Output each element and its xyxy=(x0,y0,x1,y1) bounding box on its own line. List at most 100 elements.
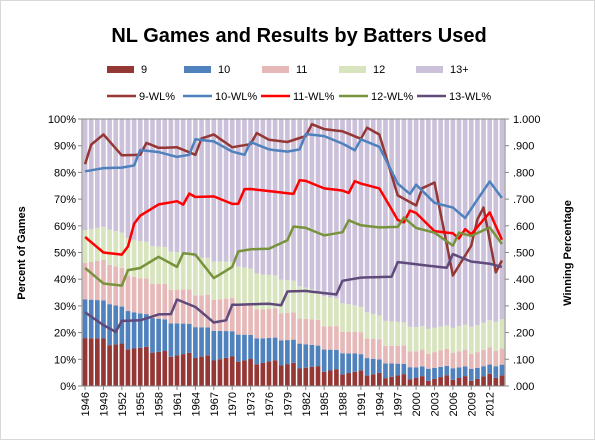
bar-segment-9-1987 xyxy=(334,369,339,386)
x-tick-label: 1961 xyxy=(172,392,184,416)
right-tick-label: .000 xyxy=(513,381,534,393)
right-axis-ticks: .000 .100 .200 .300 .400 .500 .600 .700 .800 .900… xyxy=(505,114,541,393)
bar-segment-13+-2013 xyxy=(493,119,499,322)
bar-segment-9-1956 xyxy=(144,346,149,386)
bar-segment-12-1984 xyxy=(315,290,321,320)
bar-segment-9-1966 xyxy=(205,355,210,386)
x-tick-label: 2012 xyxy=(485,392,497,416)
bar-segment-12-1971 xyxy=(236,266,241,304)
bar-segment-10-1973 xyxy=(248,334,253,360)
bar-segment-10-1976 xyxy=(266,338,272,362)
bar-segment-11-1967 xyxy=(211,299,217,331)
bar-segment-11-1946 xyxy=(82,263,88,300)
legend-label-9: 9 xyxy=(141,64,147,76)
bar-segment-11-1989 xyxy=(346,331,351,354)
bar-segment-12-1998 xyxy=(401,322,407,346)
bar-segment-10-1950 xyxy=(107,304,112,346)
bar-segment-12-2007 xyxy=(456,326,462,352)
right-tick-label: .200 xyxy=(513,328,534,340)
x-tick-label: 1982 xyxy=(301,392,313,416)
bar-segment-12-2001 xyxy=(419,326,425,350)
legend-label-12-WL%: 12-WL% xyxy=(371,91,413,103)
legend: 9 10 11 12 13+ 9-WL% 10-WL% 11-WL% 12-WL% 13-WL% xyxy=(107,64,491,103)
bar-segment-9-2008 xyxy=(462,376,468,386)
bar-segment-13+-1982 xyxy=(303,119,309,288)
bar-segment-13+-2000 xyxy=(413,119,419,328)
bar-segment-12-1988 xyxy=(340,303,345,332)
bar-segment-12-1953 xyxy=(125,238,131,276)
left-tick-label: 70% xyxy=(54,194,76,206)
left-tick-label: 60% xyxy=(54,221,76,233)
bar-segment-11-1952 xyxy=(119,267,125,307)
bar-segment-10-1987 xyxy=(334,349,339,370)
bar-segment-12-1958 xyxy=(156,246,161,285)
bar-segment-11-1995 xyxy=(383,345,388,364)
bar-segment-9-1971 xyxy=(236,361,241,386)
bar-segment-13+-2005 xyxy=(444,119,450,326)
right-tick-label: .300 xyxy=(513,301,534,313)
bar-segment-9-2010 xyxy=(475,378,480,386)
bar-segment-12-1995 xyxy=(383,320,388,346)
bar-segment-12-2008 xyxy=(462,324,468,350)
bar-segment-12-1981 xyxy=(297,286,302,319)
bar-segment-12-2004 xyxy=(438,326,443,351)
bar-segment-10-1948 xyxy=(95,300,100,339)
bar-segment-13+-1972 xyxy=(242,119,247,268)
bar-segment-10-1946 xyxy=(82,299,88,339)
bar-segment-12-1999 xyxy=(407,326,413,352)
bar-segment-11-1978 xyxy=(278,313,284,341)
bar-segment-10-1992 xyxy=(364,358,370,376)
bar-segment-11-1983 xyxy=(309,319,315,345)
bar-segment-13+-1969 xyxy=(223,119,229,262)
bar-segment-13+-1951 xyxy=(113,119,119,232)
bar-segment-11-1949 xyxy=(101,259,106,301)
bar-segment-12-2009 xyxy=(468,326,474,354)
bar-segment-11-2006 xyxy=(450,352,456,369)
wl-line-9-WL% xyxy=(83,122,504,277)
bar-segment-10-1962 xyxy=(180,323,186,355)
bar-segment-9-1983 xyxy=(309,366,315,386)
bar-segment-9-1946 xyxy=(82,338,88,386)
bar-segment-12-1947 xyxy=(88,229,94,263)
bar-segment-12-1991 xyxy=(358,306,364,333)
bar-segment-9-1972 xyxy=(242,360,247,386)
bar-segment-10-1993 xyxy=(370,358,376,375)
bar-segment-9-1969 xyxy=(223,357,229,386)
bar-segment-12-2011 xyxy=(481,322,486,350)
bar-segment-11-1984 xyxy=(315,319,321,346)
x-tick-label: 1964 xyxy=(190,392,202,416)
bar-segment-13+-1956 xyxy=(144,119,149,242)
bar-segment-10-1964 xyxy=(193,327,198,358)
bar-segment-12-1948 xyxy=(95,227,100,261)
bar-segment-10-2010 xyxy=(475,367,480,379)
bar-segment-9-2011 xyxy=(481,376,486,386)
bar-segment-12-1949 xyxy=(101,226,106,260)
bar-segment-12-1950 xyxy=(107,229,112,265)
bar-segment-13+-1953 xyxy=(125,119,131,239)
bar-segment-10-2012 xyxy=(487,364,492,374)
bar-segment-11-1973 xyxy=(248,303,253,335)
bar-segment-9-1970 xyxy=(229,356,235,386)
bar-segment-13+-2012 xyxy=(487,119,492,321)
bar-segment-12-1965 xyxy=(199,257,204,296)
right-tick-label: .400 xyxy=(513,274,534,286)
bar-segment-11-2007 xyxy=(456,351,462,368)
bar-segment-11-1956 xyxy=(144,278,149,315)
wl-line-13-WL% xyxy=(84,252,503,334)
bar-segment-9-1960 xyxy=(168,356,174,386)
bar-segment-9-1953 xyxy=(125,349,131,386)
bar-segment-10-2009 xyxy=(468,368,474,381)
bar-segment-12-1990 xyxy=(352,305,358,332)
bar-segment-10-2006 xyxy=(450,368,456,380)
bar-segment-11-2013 xyxy=(493,350,499,367)
bar-segment-10-1953 xyxy=(125,311,131,350)
legend-label-10-WL%: 10-WL% xyxy=(215,91,257,103)
bar-segment-13+-1957 xyxy=(150,119,155,247)
bar-segment-9-1989 xyxy=(346,373,351,386)
bar-segment-10-1965 xyxy=(199,327,204,357)
bar-segment-11-1960 xyxy=(168,289,174,324)
bar-segment-13+-1965 xyxy=(199,119,204,258)
bar-segment-13+-1993 xyxy=(370,119,376,314)
bar-segment-13+-1964 xyxy=(193,119,198,258)
